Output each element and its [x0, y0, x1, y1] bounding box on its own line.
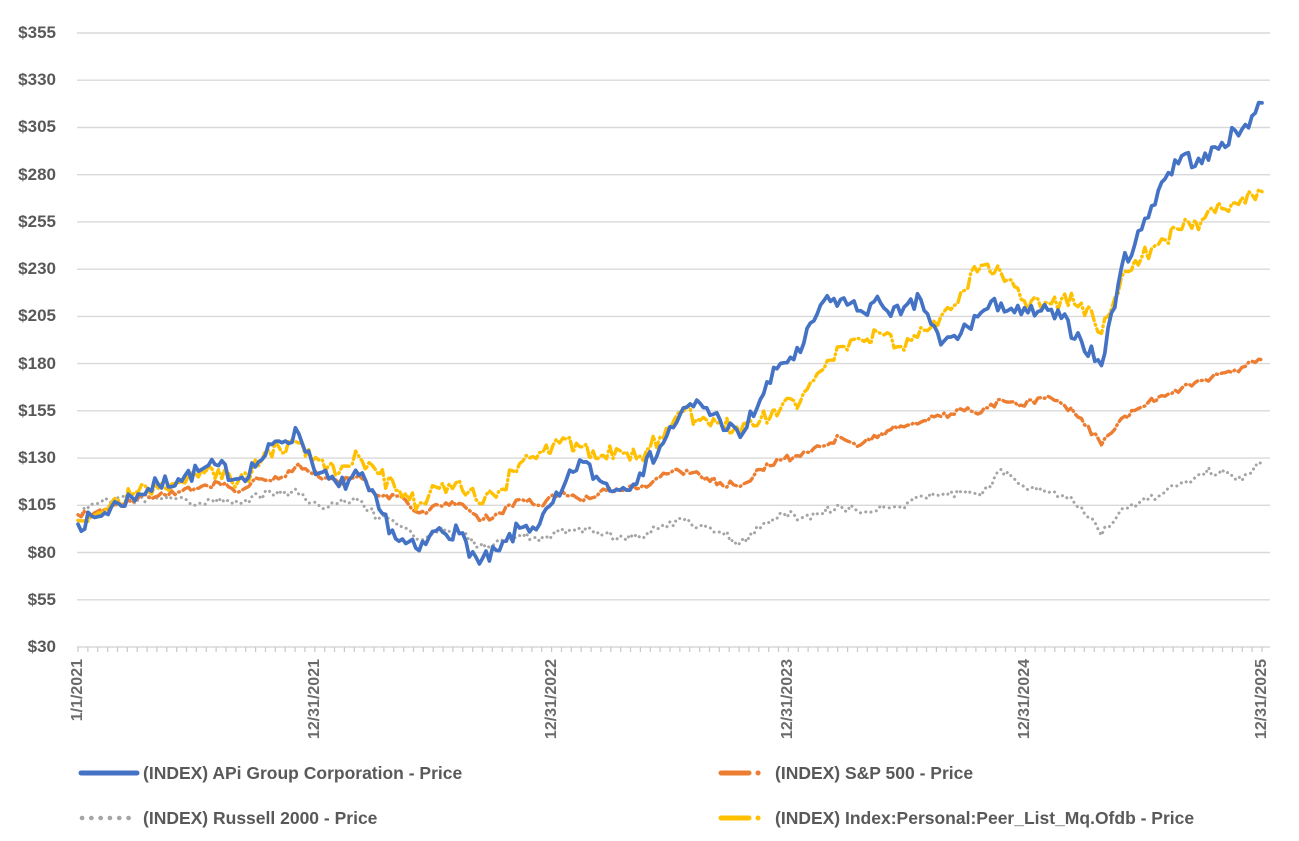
legend-item-sp-500: (INDEX) S&P 500 - Price [718, 763, 973, 783]
series-line-3 [76, 187, 1264, 523]
y-axis-label: $155 [18, 401, 56, 420]
legend-swatch-solid-line [78, 770, 140, 776]
series-line-1 [76, 357, 1264, 523]
x-axis-ticks [77, 647, 1263, 652]
y-axis-label: $130 [18, 448, 56, 467]
y-axis-label: $180 [18, 354, 56, 373]
legend-item-label: (INDEX) S&P 500 - Price [775, 762, 974, 783]
y-axis-label: $205 [18, 306, 56, 325]
y-axis-label: $80 [27, 543, 56, 562]
y-axis-label: $230 [18, 259, 56, 278]
series-line-2 [76, 458, 1264, 550]
y-axis-label: $105 [18, 495, 56, 514]
x-axis-label: 12/31/2022 [543, 659, 560, 740]
y-axis-label: $355 [18, 23, 56, 42]
x-axis-label: 12/31/2025 [1253, 659, 1270, 740]
legend-item-api-group-corporation: (INDEX) APi Group Corporation - Price [78, 763, 462, 783]
y-axis-label: $305 [18, 117, 56, 136]
y-axis-label: $30 [27, 637, 56, 656]
legend-swatch-dash-dot-line [718, 815, 769, 821]
y-axis-label: $55 [27, 590, 56, 609]
x-axis-label: 1/1/2021 [69, 659, 86, 722]
y-axis-label: $255 [18, 212, 56, 231]
legend-swatch-dash-dot-line [718, 770, 769, 776]
y-axis-label: $280 [18, 165, 56, 184]
y-axis-label: $330 [18, 70, 56, 89]
series-line-0 [76, 100, 1264, 566]
legend-item-label: (INDEX) Index:Personal:Peer_List_Mq.Ofdb… [775, 807, 1195, 828]
x-axis-label: 12/31/2021 [306, 659, 323, 740]
x-axis-label: 12/31/2023 [779, 659, 796, 740]
x-axis-label: 12/31/2024 [1016, 659, 1033, 740]
legend-swatch-dotted-line [79, 815, 139, 821]
legend-item-label: (INDEX) APi Group Corporation - Price [143, 762, 463, 783]
legend-item-russell-2000: (INDEX) Russell 2000 - Price [78, 808, 377, 828]
legend-item-label: (INDEX) Russell 2000 - Price [143, 807, 378, 828]
legend-item-peer-list: (INDEX) Index:Personal:Peer_List_Mq.Ofdb… [718, 808, 1194, 828]
